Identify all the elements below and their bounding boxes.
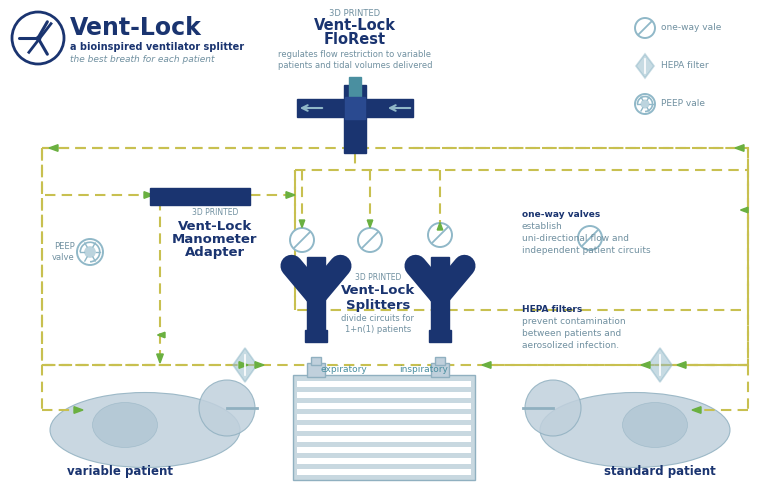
- Circle shape: [525, 380, 581, 436]
- Text: 3D PRINTED: 3D PRINTED: [192, 208, 238, 217]
- Text: divide circuits for
1+n(1) patients: divide circuits for 1+n(1) patients: [341, 314, 414, 335]
- Bar: [349, 77, 361, 99]
- Text: a bioinspired ventilator splitter: a bioinspired ventilator splitter: [70, 42, 244, 52]
- Polygon shape: [157, 332, 165, 338]
- Circle shape: [84, 246, 96, 258]
- Bar: [297, 436, 471, 442]
- Polygon shape: [74, 407, 83, 413]
- Bar: [297, 447, 471, 453]
- Polygon shape: [636, 54, 654, 78]
- Text: Vent-Lock: Vent-Lock: [70, 16, 202, 40]
- Text: inspiratory: inspiratory: [400, 364, 449, 374]
- Text: Manometer: Manometer: [172, 233, 258, 246]
- Polygon shape: [692, 407, 701, 413]
- Bar: [307, 363, 325, 377]
- Circle shape: [428, 223, 452, 247]
- Text: Adapter: Adapter: [185, 246, 245, 259]
- Polygon shape: [233, 348, 257, 382]
- Polygon shape: [648, 348, 672, 382]
- Bar: [297, 381, 471, 387]
- Polygon shape: [437, 223, 442, 230]
- Bar: [297, 469, 471, 475]
- Bar: [431, 363, 449, 377]
- Bar: [297, 392, 471, 398]
- Circle shape: [635, 18, 655, 38]
- Text: the best breath for each patient: the best breath for each patient: [70, 55, 214, 63]
- Bar: [307, 295, 325, 335]
- Circle shape: [635, 94, 655, 114]
- Bar: [150, 188, 250, 205]
- Bar: [307, 257, 325, 297]
- Polygon shape: [239, 362, 248, 368]
- Text: PEEP
valve: PEEP valve: [52, 243, 75, 262]
- Text: establish
uni-directional flow and
independent patient circuits: establish uni-directional flow and indep…: [522, 222, 650, 255]
- Polygon shape: [735, 145, 744, 151]
- Bar: [297, 458, 471, 464]
- Ellipse shape: [50, 393, 240, 468]
- Bar: [297, 403, 471, 409]
- Polygon shape: [677, 362, 686, 368]
- Polygon shape: [144, 192, 153, 198]
- Bar: [344, 85, 366, 153]
- Ellipse shape: [540, 393, 730, 468]
- Circle shape: [290, 228, 314, 252]
- Text: one-way vale: one-way vale: [661, 23, 721, 33]
- Circle shape: [640, 99, 650, 109]
- Text: Vent-Lock: Vent-Lock: [178, 220, 252, 233]
- Bar: [305, 330, 327, 342]
- Ellipse shape: [93, 402, 157, 448]
- Text: 3D PRINTED: 3D PRINTED: [330, 8, 381, 18]
- Circle shape: [358, 228, 382, 252]
- Text: Vent-Lock: Vent-Lock: [314, 19, 396, 34]
- Text: 3D PRINTED: 3D PRINTED: [354, 274, 401, 282]
- Text: variable patient: variable patient: [67, 466, 173, 479]
- Text: regulates flow restriction to variable
patients and tidal volumes delivered: regulates flow restriction to variable p…: [278, 50, 432, 71]
- Bar: [345, 97, 365, 119]
- Bar: [297, 425, 471, 431]
- Ellipse shape: [622, 402, 688, 448]
- Polygon shape: [49, 145, 58, 151]
- Polygon shape: [482, 362, 491, 368]
- Bar: [295, 170, 748, 310]
- Polygon shape: [157, 354, 164, 363]
- Polygon shape: [299, 220, 305, 227]
- Text: PEEP vale: PEEP vale: [661, 99, 705, 109]
- Bar: [293, 375, 475, 480]
- Bar: [311, 357, 321, 365]
- Text: prevent contamination
between patients and
aerosolized infection.: prevent contamination between patients a…: [522, 317, 626, 350]
- Circle shape: [199, 380, 255, 436]
- Bar: [297, 414, 471, 420]
- Bar: [431, 295, 449, 335]
- Bar: [429, 330, 451, 342]
- Text: one-way valves: one-way valves: [522, 210, 601, 219]
- Circle shape: [578, 226, 602, 250]
- Polygon shape: [367, 220, 372, 227]
- Text: Splitters: Splitters: [346, 299, 411, 312]
- Text: HEPA filters: HEPA filters: [522, 305, 582, 314]
- Bar: [431, 257, 449, 297]
- Text: FloRest: FloRest: [324, 32, 386, 46]
- Text: HEPA filter: HEPA filter: [661, 61, 709, 71]
- Bar: [42, 148, 748, 365]
- Bar: [435, 357, 445, 365]
- Polygon shape: [286, 192, 295, 198]
- Text: Vent-Lock: Vent-Lock: [341, 284, 415, 298]
- Circle shape: [77, 239, 103, 265]
- Polygon shape: [255, 362, 264, 368]
- Text: expiratory: expiratory: [321, 364, 368, 374]
- Polygon shape: [641, 362, 650, 368]
- Polygon shape: [741, 207, 748, 213]
- Text: standard patient: standard patient: [605, 466, 716, 479]
- Bar: [297, 99, 413, 117]
